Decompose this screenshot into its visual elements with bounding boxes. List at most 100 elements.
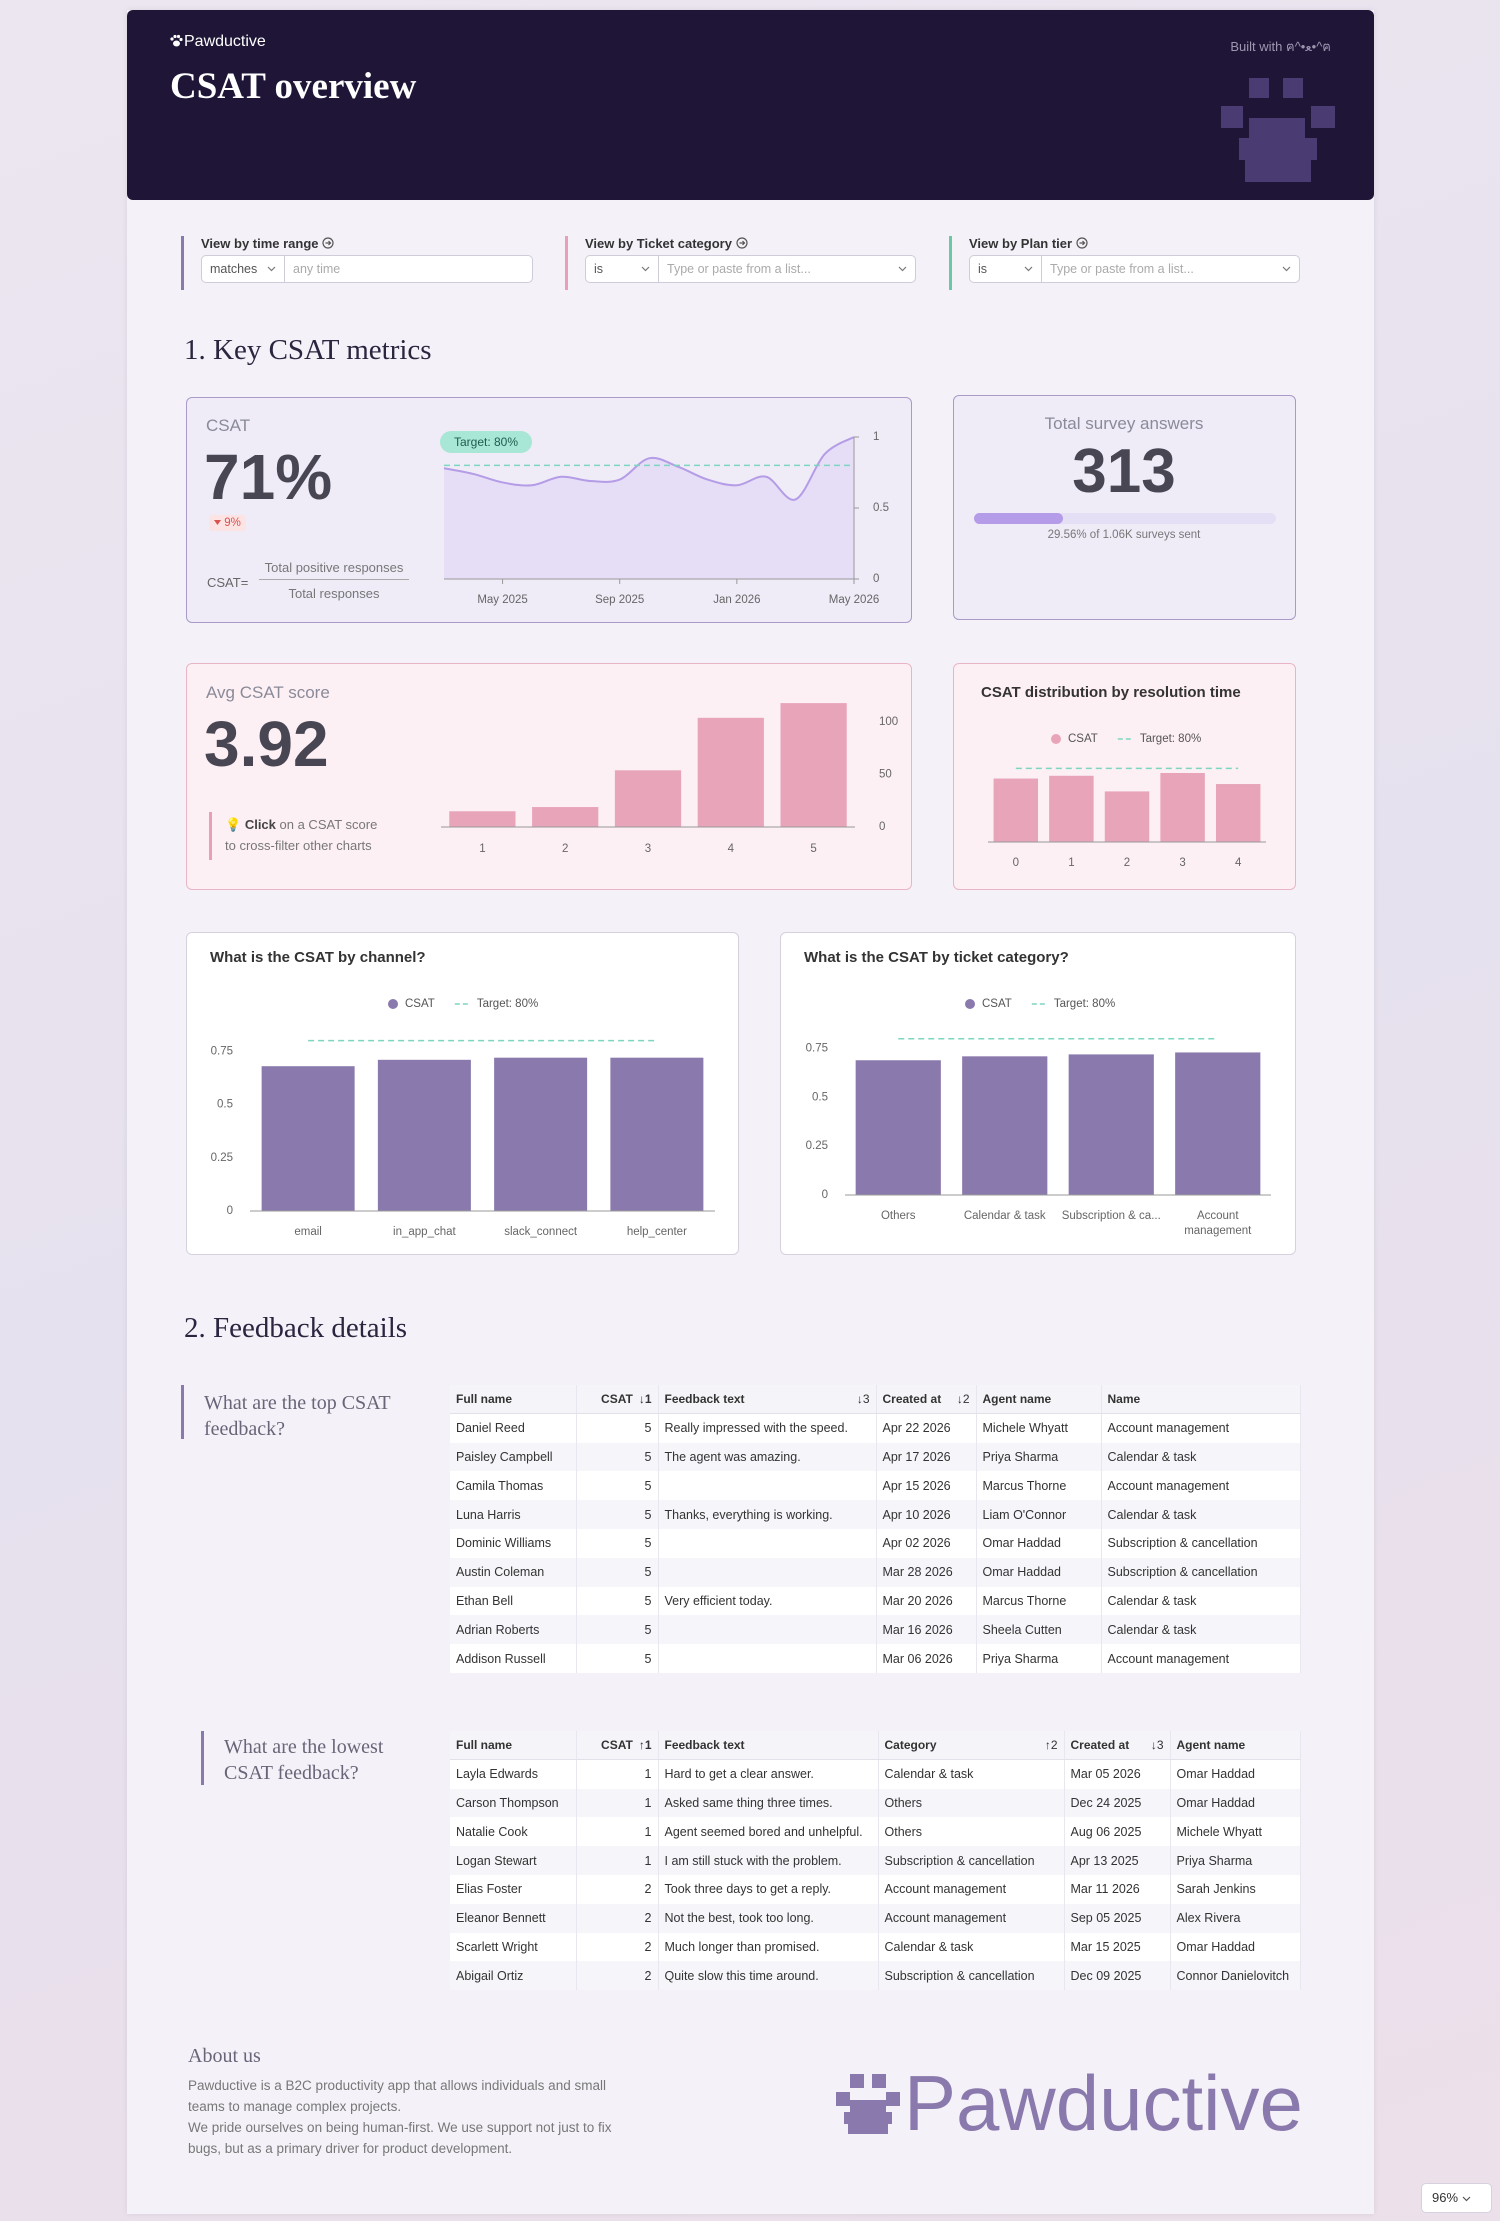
y-tick-label: 0.75: [806, 1043, 828, 1055]
progress-caption: 29.56% of 1.06K surveys sent: [1047, 529, 1201, 541]
avg-card: Avg CSAT score 3.92 💡 Click on a CSAT sc…: [186, 663, 912, 890]
table-cell: Very efficient today.: [658, 1586, 877, 1616]
column-header[interactable]: Category ↑2: [878, 1731, 1065, 1761]
chevron: [267, 266, 276, 272]
column-header[interactable]: Feedback text: [658, 1731, 879, 1761]
bar: [1175, 1052, 1261, 1195]
built-with: Built with ฅ^•ﻌ•^ฅ: [1230, 39, 1331, 54]
fraction-line: [259, 579, 409, 580]
table-cell: Scarlett Wright: [450, 1932, 577, 1962]
column-header[interactable]: CSAT ↓1: [576, 1385, 659, 1415]
filter-input[interactable]: is Type or paste from a list...: [969, 255, 1300, 283]
distribution-chart: 0 1 2 3 4 CSAT Target: 80%: [988, 733, 1266, 869]
table-cell: Eleanor Bennett: [450, 1903, 577, 1933]
x-tick-label: Jan 2026: [713, 594, 760, 606]
table-cell: Luna Harris: [450, 1500, 577, 1529]
column-label: Created at: [882, 1392, 942, 1407]
question-accent: [201, 1731, 204, 1785]
column-header[interactable]: Created at ↓2: [876, 1385, 977, 1415]
bar: [532, 807, 599, 827]
x-tick-label: 1: [479, 843, 485, 855]
column-header[interactable]: Agent name: [976, 1385, 1102, 1415]
avg-score-chart: 0 50 100 1 2 3 4 5: [441, 703, 898, 855]
filter-input[interactable]: matches any time: [201, 255, 533, 283]
table-cell: 5: [576, 1586, 659, 1616]
x-tick-label: May 2025: [477, 594, 528, 606]
about-paragraph: Pawductive is a B2C productivity app tha…: [188, 2078, 606, 2114]
progress-track: [974, 513, 1276, 524]
kpi-label: CSAT: [206, 416, 251, 435]
formula-denominator: Total responses: [288, 586, 380, 601]
y-tick-label: 0: [879, 821, 885, 833]
table-cell: Marcus Thorne: [976, 1471, 1102, 1501]
table-row: Luna Harris 5 Thanks, everything is workin…: [450, 1500, 1301, 1529]
filter-label: View by Plan tier: [969, 236, 1088, 251]
column-header[interactable]: Agent name: [1170, 1731, 1301, 1761]
bar: [1215, 784, 1261, 842]
table-cell: Apr 22 2026: [876, 1413, 977, 1443]
table-cell: Apr 10 2026: [876, 1500, 977, 1529]
table-row: Carson Thompson 1 Asked same thing three t…: [450, 1788, 1301, 1818]
table-cell: Took three days to get a reply.: [658, 1874, 879, 1904]
operator-text: is: [594, 262, 604, 276]
x-tick-label: 1: [1068, 857, 1074, 869]
bar: [494, 1057, 588, 1211]
table-cell: [658, 1557, 877, 1587]
filter-input[interactable]: is Type or paste from a list...: [585, 255, 916, 283]
table-cell: Sep 05 2025: [1064, 1903, 1171, 1933]
hint-icon: 💡: [225, 817, 242, 832]
zoom-text: 96%: [1432, 2190, 1459, 2205]
category-chart: 0 0.25 0.5 0.75 Others Calendar & task Subscri…: [806, 998, 1271, 1237]
csat-trend-chart: 0 0.5 1 May 2025 Sep 2025 Jan 2026 May 2026 Tar…: [440, 431, 889, 606]
table-cell: Mar 15 2025: [1064, 1932, 1171, 1962]
bar: [449, 811, 516, 827]
filter-icon: [735, 237, 748, 249]
table-cell: Logan Stewart: [450, 1846, 577, 1875]
table-cell: Subscription & cancellation: [878, 1961, 1065, 1991]
x-tick-label: 3: [1179, 857, 1185, 869]
table-cell: Dec 09 2025: [1064, 1961, 1171, 1991]
filter-operator[interactable]: matches: [202, 256, 285, 282]
legend-label: CSAT: [405, 998, 435, 1010]
table-cell: Subscription & cancellation: [878, 1846, 1065, 1875]
filter-operator[interactable]: is: [970, 256, 1042, 282]
bar: [610, 1057, 704, 1211]
x-tick-label: Subscription & ca...: [1062, 1210, 1161, 1222]
filter-placeholder[interactable]: Type or paste from a list...: [1042, 256, 1299, 282]
column-header[interactable]: Full name: [450, 1731, 577, 1761]
bar: [1068, 1054, 1154, 1195]
legend-swatch: [965, 999, 975, 1009]
filter-label: View by time range: [201, 236, 334, 251]
table-cell: 2: [576, 1874, 659, 1904]
y-tick-label: 0.25: [211, 1152, 233, 1164]
y-tick-label: 1: [873, 431, 879, 443]
column-header[interactable]: Full name: [450, 1385, 577, 1415]
column-header[interactable]: Feedback text ↓3: [658, 1385, 877, 1415]
operator-text: is: [978, 262, 988, 276]
x-tick-label: slack_connect: [504, 1226, 578, 1238]
filter-placeholder[interactable]: Type or paste from a list...: [659, 256, 915, 282]
table-cell: 5: [576, 1471, 659, 1501]
bar: [962, 1056, 1048, 1195]
column-header[interactable]: CSAT ↑1: [576, 1731, 659, 1761]
filter-icon: [322, 237, 334, 249]
table-cell: Others: [878, 1817, 1065, 1847]
card-title: CSAT distribution by resolution time: [981, 684, 1241, 701]
column-label: Category: [884, 1738, 937, 1753]
y-tick-label: 50: [879, 769, 892, 781]
column-header[interactable]: Created at ↓3: [1064, 1731, 1171, 1761]
zoom-control[interactable]: 96%: [1421, 2183, 1492, 2213]
filter-placeholder[interactable]: any time: [285, 256, 532, 282]
sort-indicator: ↓3: [856, 1392, 870, 1407]
column-header[interactable]: Name: [1101, 1385, 1301, 1415]
bar: [697, 717, 764, 827]
table-cell: Sarah Jenkins: [1170, 1874, 1301, 1904]
progress-bar: [974, 513, 1064, 524]
chevron: [1024, 266, 1033, 272]
table-cell: Camila Thomas: [450, 1471, 577, 1501]
filter-operator[interactable]: is: [586, 256, 659, 282]
table-cell: Mar 20 2026: [876, 1586, 977, 1616]
table-cell: Really impressed with the speed.: [658, 1413, 877, 1443]
table-cell: Austin Coleman: [450, 1557, 577, 1587]
table-cell: Account management: [878, 1874, 1065, 1904]
